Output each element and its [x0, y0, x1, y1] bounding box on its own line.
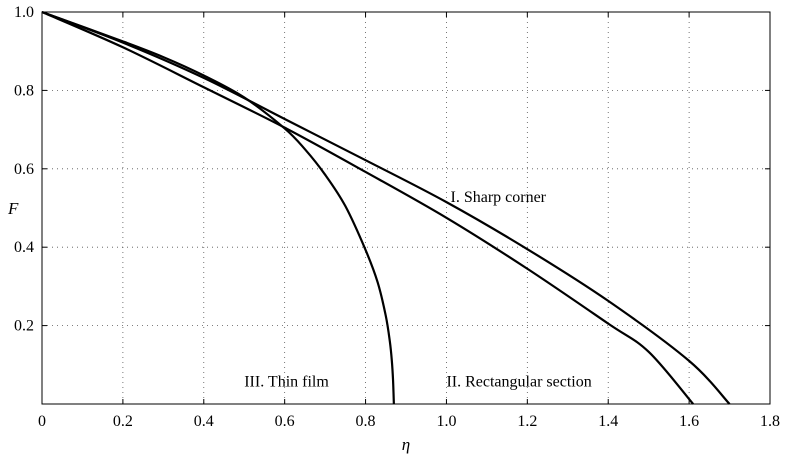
y-tick-label: 1.0 [14, 4, 34, 21]
plot-frame [41, 11, 771, 405]
series-lines [41, 10, 731, 405]
y-tick-label: 0.2 [14, 318, 34, 335]
series-rectangular-section [41, 10, 694, 405]
x-tick-label: 1.4 [598, 413, 618, 430]
y-tick-label: 0.8 [14, 82, 34, 99]
x-tick-label: 1.2 [517, 413, 537, 430]
x-tick-label: 1.0 [436, 413, 456, 430]
x-axis-label: η [402, 435, 410, 454]
annotation-thin-film: III. Thin film [244, 373, 329, 390]
series-sharp-corner [41, 10, 731, 405]
x-tick-label: 0.8 [356, 413, 376, 430]
x-tick-label: 1.6 [679, 413, 699, 430]
x-tick-label: 0 [38, 413, 46, 430]
series-thin-film [41, 10, 395, 405]
x-tick-label: 1.8 [760, 413, 780, 430]
annotation-rectangular-section: II. Rectangular section [446, 373, 591, 390]
x-tick-label: 0.2 [113, 413, 133, 430]
y-axis-label: F [7, 199, 19, 218]
ticks: 0 0.2 0.4 0.6 0.8 1.0 1.2 1.4 1.6 1.8 0.2 0.4 0.6 0.8… [14, 4, 780, 430]
y-tick-label: 0.4 [14, 239, 34, 256]
annotations: I. Sharp corner II. Rectangular section II… [244, 189, 592, 390]
annotation-sharp-corner: I. Sharp corner [450, 189, 546, 206]
x-tick-label: 0.4 [194, 413, 214, 430]
x-tick-label: 0.6 [275, 413, 295, 430]
y-tick-label: 0.6 [14, 161, 34, 178]
grid [42, 12, 770, 404]
